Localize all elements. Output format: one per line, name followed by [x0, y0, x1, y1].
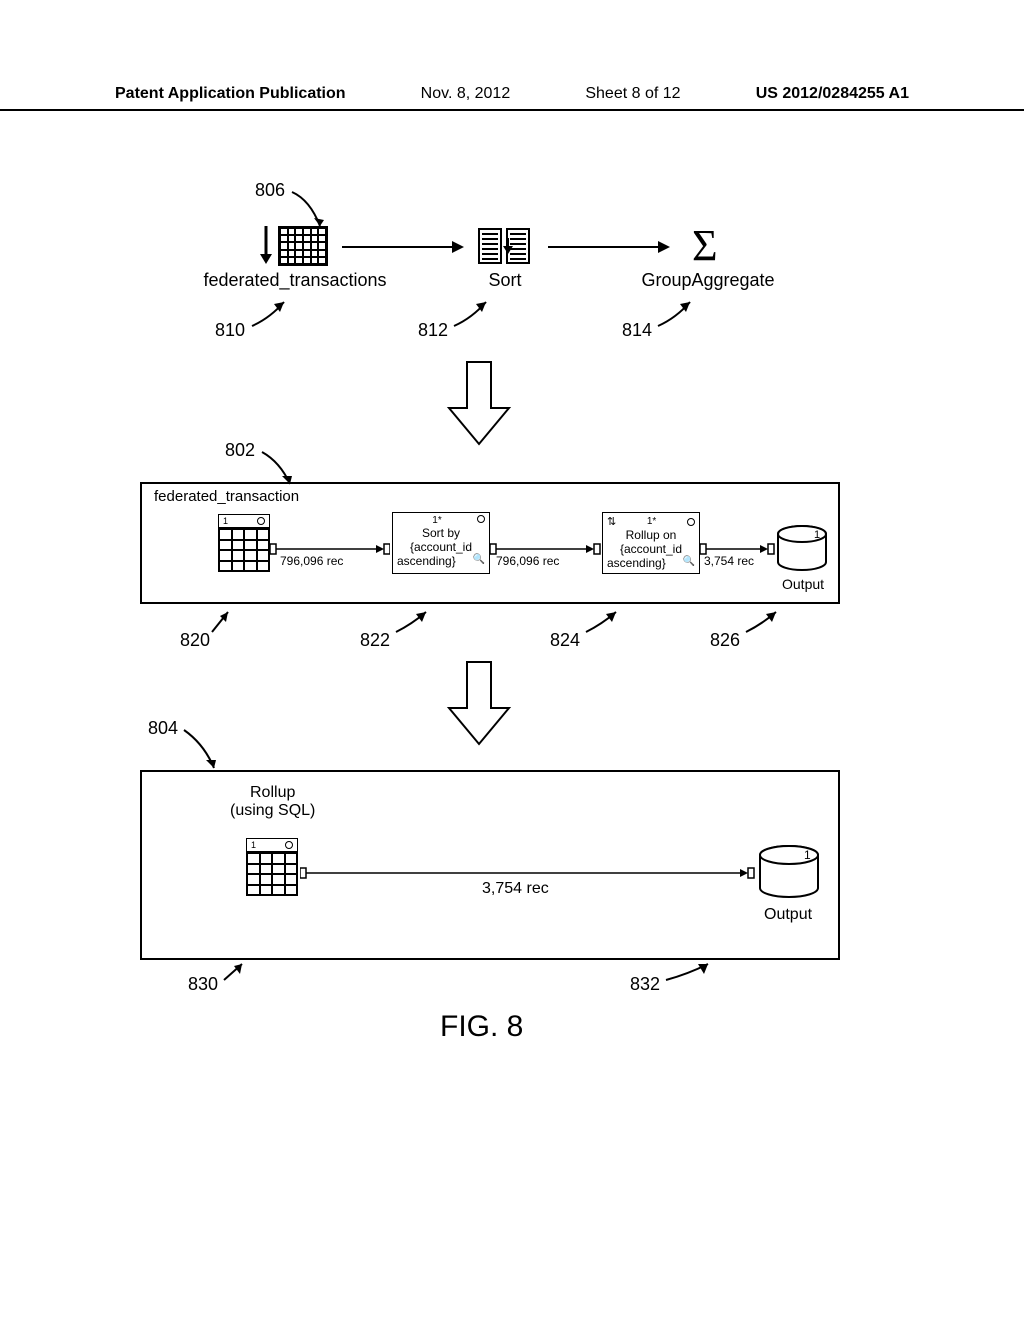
ref-804: 804 — [148, 718, 178, 739]
ref-820: 820 — [180, 630, 210, 651]
frame-802: federated_transaction 1 796,096 rec 1* S… — [140, 482, 840, 604]
svg-text:1: 1 — [814, 529, 820, 541]
leader-814 — [656, 300, 696, 330]
output-cylinder-1: 1 — [774, 524, 830, 574]
ref-824: 824 — [550, 630, 580, 651]
node-822: 1* Sort by {account_id ascending}🔍 — [392, 512, 490, 574]
ref-814: 814 — [622, 320, 652, 341]
leader-832 — [664, 962, 714, 982]
ref-830: 830 — [188, 974, 218, 995]
ref-832: 832 — [630, 974, 660, 995]
label-federated: federated_transactions — [195, 270, 395, 291]
node-824-l2: {account_id — [603, 542, 699, 556]
label-sort: Sort — [470, 270, 540, 291]
ref-806: 806 — [255, 180, 285, 201]
output-cylinder-2: 1 — [756, 844, 822, 902]
leader-830 — [222, 962, 252, 982]
ref-802: 802 — [225, 440, 255, 461]
node-822-l1: Sort by — [393, 526, 489, 540]
grid-icon — [278, 226, 328, 266]
frame2-title: Rollup (using SQL) — [230, 784, 315, 820]
ref-822: 822 — [360, 630, 390, 651]
leader-826 — [744, 610, 784, 635]
patent-header: Patent Application Publication Nov. 8, 2… — [0, 85, 1024, 111]
count-830: 3,754 rec — [482, 880, 549, 898]
arrow-1-2 — [342, 246, 462, 248]
ref-812: 812 — [418, 320, 448, 341]
frame1-title: federated_transaction — [154, 488, 299, 505]
leader-820 — [210, 610, 240, 635]
header-sheet: Sheet 8 of 12 — [585, 85, 680, 103]
node-822-l2: {account_id — [393, 540, 489, 554]
label-groupagg: GroupAggregate — [618, 270, 798, 291]
node-822-num: 1* — [432, 515, 441, 526]
figure-label: FIG. 8 — [440, 1010, 523, 1044]
leader-822 — [394, 610, 434, 635]
count-822: 796,096 rec — [496, 554, 559, 568]
output-label-2: Output — [764, 906, 812, 924]
leader-804 — [182, 728, 222, 772]
ref-826: 826 — [710, 630, 740, 651]
down-arrow-icon — [258, 224, 274, 268]
svg-text:1: 1 — [804, 848, 811, 862]
frame2-title-l1: Rollup — [230, 784, 315, 802]
count-820: 796,096 rec — [280, 554, 343, 568]
node-824-num: 1* — [647, 516, 656, 527]
leader-824 — [584, 610, 624, 635]
block-arrow-2 — [445, 660, 513, 746]
block-arrow-1 — [445, 360, 513, 446]
ref-810: 810 — [215, 320, 245, 341]
figure-diagram: 806 federated_transactions Sort Σ GroupA… — [0, 150, 1024, 1200]
sigma-icon: Σ — [692, 220, 718, 271]
frame2-title-l2: (using SQL) — [230, 802, 315, 820]
arrow-2-3 — [548, 246, 668, 248]
node-824-l1: Rollup on — [603, 528, 699, 542]
node-824-l3: ascending} — [607, 556, 666, 570]
node-822-l3: ascending} — [397, 554, 456, 568]
frame-804: Rollup (using SQL) 1 3,754 rec — [140, 770, 840, 960]
header-pubno: US 2012/0284255 A1 — [756, 85, 909, 103]
node-824: ⇅1* Rollup on {account_id ascending}🔍 — [602, 512, 700, 574]
count-824: 3,754 rec — [704, 554, 754, 568]
header-left: Patent Application Publication — [115, 85, 346, 103]
leader-806 — [290, 190, 330, 230]
output-label-1: Output — [782, 576, 824, 592]
sort-arrow-icon — [502, 238, 514, 256]
leader-812 — [452, 300, 492, 330]
leader-810 — [250, 300, 290, 330]
header-date: Nov. 8, 2012 — [421, 85, 511, 103]
